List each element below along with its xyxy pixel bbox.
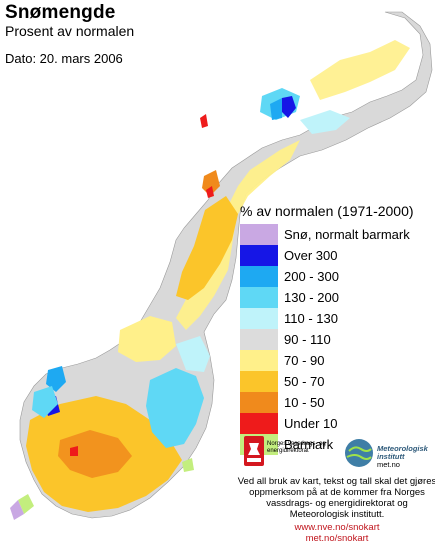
legend-label: Under 10 [284, 416, 338, 431]
legend-item: 90 - 110 [240, 329, 435, 350]
zone-snow-normally-bare [10, 500, 24, 520]
legend-swatch [240, 287, 278, 308]
map-date: Dato: 20. mars 2006 [5, 51, 123, 66]
zone-200-300-west [46, 366, 66, 392]
legend-title: % av normalen (1971-2000) [240, 203, 414, 219]
zone-over-300-north [280, 96, 296, 118]
legend-swatch [240, 266, 278, 287]
legend-swatch [240, 329, 278, 350]
legend-label: 50 - 70 [284, 374, 325, 389]
legend-item: 70 - 90 [240, 350, 435, 371]
legend-items: Snø, normalt barmark Over 300 200 - 300 130… [240, 224, 435, 455]
met-logo: Meteorologisk institutt met.no [343, 435, 435, 475]
met-name: Meteorologisk institutt met.no [377, 444, 428, 469]
zone-70-90-west [118, 316, 176, 362]
legend-swatch [240, 392, 278, 413]
link-nve-snokart[interactable]: www.nve.no/snokart [294, 522, 380, 533]
nve-logo: Norges vassdrags- og energidirektorat [243, 435, 343, 471]
legend-swatch [240, 371, 278, 392]
legend-item: 10 - 50 [240, 392, 435, 413]
legend-label: 110 - 130 [284, 311, 338, 326]
nve-lion-logo-icon [244, 436, 264, 466]
zone-50-70-mid [176, 196, 238, 300]
nve-name: Norges vassdrags- og energidirektorat [267, 441, 326, 454]
legend-label: 70 - 90 [284, 353, 325, 368]
zone-10-50-mid [202, 170, 220, 196]
legend-item: 200 - 300 [240, 266, 435, 287]
legend-swatch [240, 224, 278, 245]
met-globe-logo-icon [345, 439, 373, 467]
legend-label: 90 - 110 [284, 332, 331, 347]
link-met-snokart[interactable]: met.no/snokart [305, 533, 369, 544]
legend-label: 200 - 300 [284, 269, 339, 284]
zone-110-130-north [300, 110, 350, 134]
legend-label: Over 300 [284, 248, 338, 263]
map-title: Snømengde [5, 2, 116, 23]
legend-item: Snø, normalt barmark [240, 224, 435, 245]
legend: % av normalen (1971-2000) Snø, normalt b… [240, 203, 435, 455]
legend-label: 10 - 50 [284, 395, 325, 410]
zone-10-50-south [58, 430, 132, 478]
legend-item: 130 - 200 [240, 287, 435, 308]
legend-swatch [240, 413, 278, 434]
legend-swatch [240, 350, 278, 371]
links: www.nve.no/snokart met.no/snokart [237, 522, 435, 544]
legend-swatch [240, 308, 278, 329]
zone-200-300-north [270, 98, 282, 120]
legend-swatch [240, 245, 278, 266]
legend-label: Snø, normalt barmark [284, 227, 410, 242]
zone-130-200-west [32, 386, 58, 418]
legend-item: 50 - 70 [240, 371, 435, 392]
zone-130-200-east [146, 368, 204, 448]
legend-item: 110 - 130 [240, 308, 435, 329]
legend-label: Barmark [284, 437, 334, 452]
zone-70-90-north [310, 40, 410, 100]
map-subtitle: Prosent av normalen [5, 23, 135, 39]
legend-item: Over 300 [240, 245, 435, 266]
legend-label: 130 - 200 [284, 290, 339, 305]
legend-item: Under 10 [240, 413, 435, 434]
logos: Norges vassdrags- og energidirektorat Me… [243, 435, 433, 475]
zone-110-130-east [176, 336, 210, 372]
usage-notice: Ved all bruk av kart, tekst og tall skal… [237, 476, 435, 520]
